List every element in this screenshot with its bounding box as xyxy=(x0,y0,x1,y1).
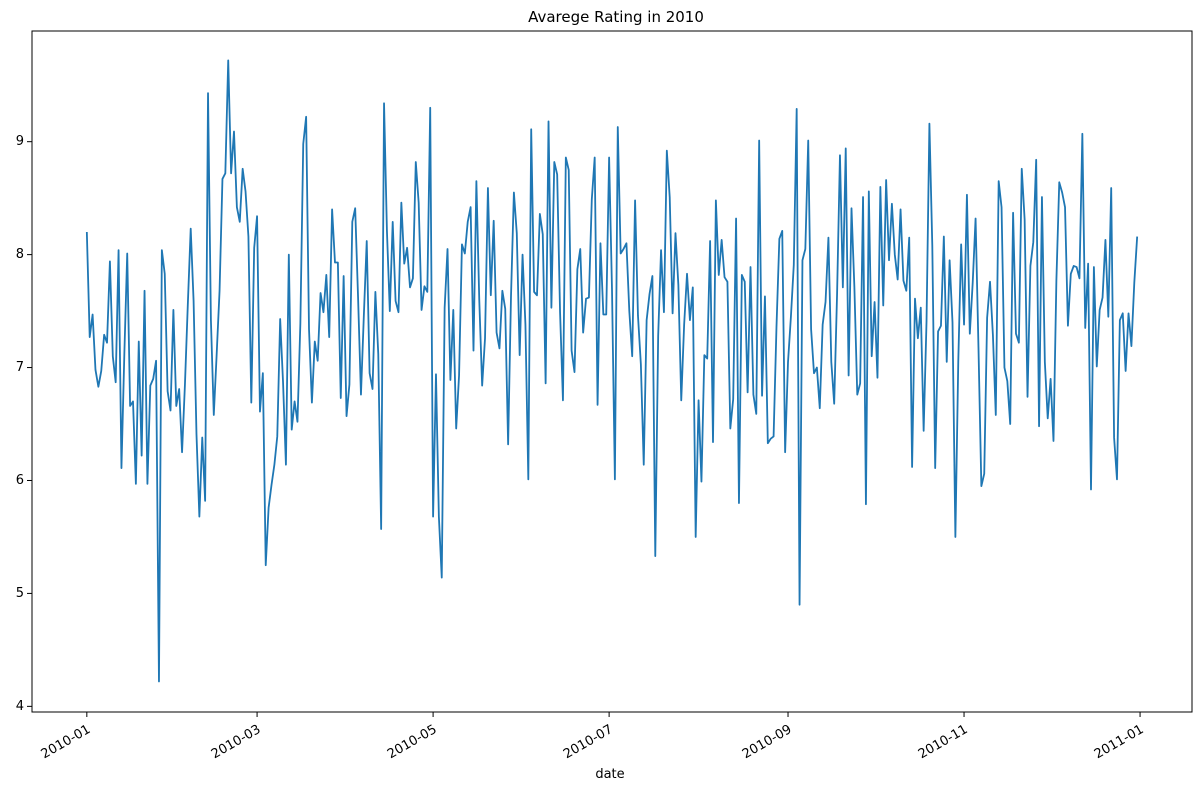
x-tick-label: 2011-01 xyxy=(1092,722,1147,762)
x-tick-label: 2010-01 xyxy=(39,722,94,762)
plot-frame xyxy=(31,30,1193,713)
x-tick-label: 2010-05 xyxy=(385,722,440,762)
x-axis: 2010-01 2010-03 2010-05 2010-07 2010-09 2010-… xyxy=(39,712,1147,762)
series-layer xyxy=(85,59,1139,683)
x-tick-label: 2010-09 xyxy=(740,722,795,762)
y-tick-label: 4 xyxy=(16,699,24,714)
series-line-0 xyxy=(85,59,1139,683)
x-tick-label: 2010-03 xyxy=(209,722,264,762)
y-tick-label: 7 xyxy=(16,360,24,375)
x-tick-label: 2010-11 xyxy=(916,722,971,762)
y-tick-label: 6 xyxy=(16,473,24,488)
chart-title: Avarege Rating in 2010 xyxy=(528,8,704,26)
y-tick-label: 9 xyxy=(16,134,24,149)
y-tick-label: 8 xyxy=(16,247,24,262)
y-axis: 4 5 6 7 8 9 xyxy=(16,134,32,714)
x-axis-label: date xyxy=(595,767,624,782)
x-tick-label: 2010-07 xyxy=(561,722,616,762)
y-tick-label: 5 xyxy=(16,586,24,601)
